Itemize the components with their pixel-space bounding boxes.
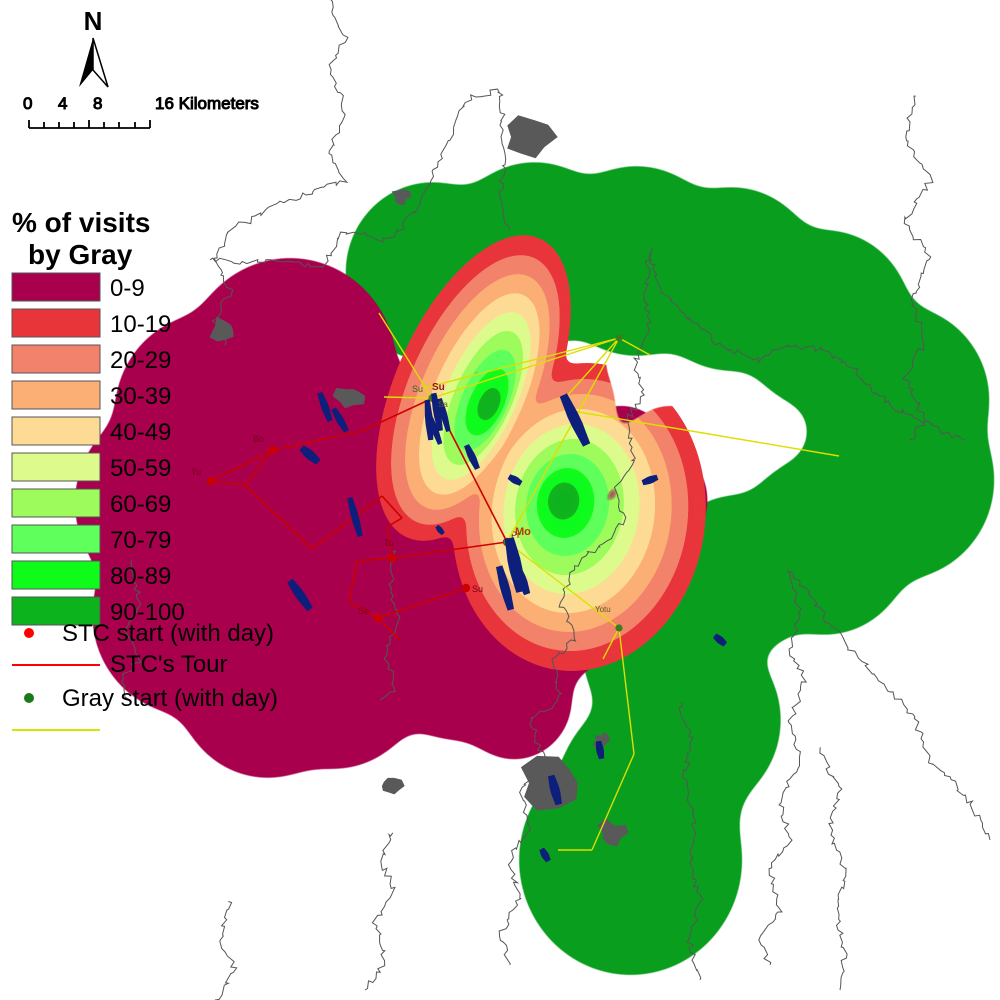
svg-text:0-9: 0-9 (110, 275, 145, 302)
svg-text:40-49: 40-49 (110, 419, 171, 446)
svg-text:80-89: 80-89 (110, 563, 171, 590)
svg-text:60-69: 60-69 (110, 491, 171, 518)
svg-text:by Gray: by Gray (28, 239, 133, 270)
svg-text:10-19: 10-19 (110, 311, 171, 338)
svg-text:20-29: 20-29 (110, 347, 171, 374)
svg-text:% of visits: % of visits (12, 207, 150, 238)
svg-text:30-39: 30-39 (110, 383, 171, 410)
svg-text:Gray start (with day): Gray start (with day) (62, 685, 278, 712)
svg-text:50-59: 50-59 (110, 455, 171, 482)
svg-text:STC's Tour: STC's Tour (110, 651, 228, 678)
svg-text:STC start (with day): STC start (with day) (62, 620, 274, 647)
svg-text:70-79: 70-79 (110, 527, 171, 554)
